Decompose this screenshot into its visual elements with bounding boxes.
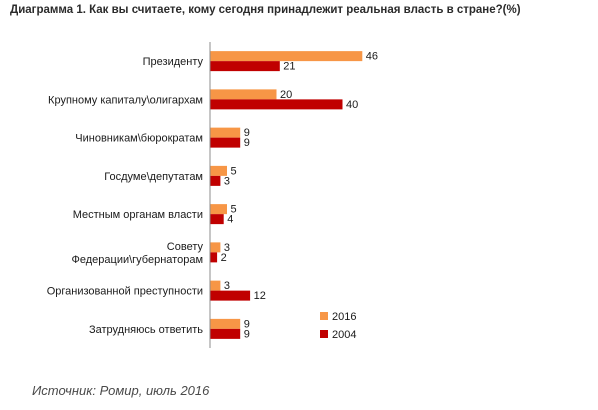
value-label: 5 [231,204,237,216]
legend-label: 2016 [332,311,356,323]
value-label: 9 [244,127,250,139]
bar-2004-3 [210,137,241,148]
bar-2016-8 [210,318,241,329]
value-label: 46 [366,51,378,63]
value-label: 2 [221,252,227,264]
bar-chart: Президенту 46 21 Крупному капиталу\олигарха… [47,42,378,348]
value-label: 21 [283,61,295,73]
bar-2004-2 [210,99,343,110]
category-label: Госдуме\депутатам [104,171,203,183]
bar-2004-4 [210,175,221,186]
category-label: Организованной преступности [47,286,203,298]
bar-2016-4 [210,165,227,176]
bar-2004-5 [210,214,224,225]
legend-swatch-2016 [320,312,328,320]
value-label: 9 [244,318,250,330]
value-label: 20 [280,89,292,101]
value-label: 3 [224,242,230,254]
bar-2016-2 [210,89,277,100]
bar-2016-5 [210,204,227,215]
value-label: 9 [244,137,250,149]
category-label: Совету [167,241,204,253]
value-label: 40 [346,99,358,111]
value-label: 4 [227,214,233,226]
bar-2016-3 [210,127,241,138]
legend-swatch-2004 [320,330,328,338]
bar-2016-1 [210,51,363,62]
chart-title: Диаграмма 1. Как вы считаете, кому сегод… [10,4,521,16]
value-label: 5 [231,165,237,177]
value-label: 9 [244,328,250,340]
category-label: Федерации\губернаторам [72,254,203,266]
value-label: 12 [254,290,266,302]
category-label: Местным органам власти [73,209,203,221]
category-label: Чиновникам\бюрократам [75,133,203,145]
category-label: Крупному капиталу\олигархам [48,94,203,106]
bar-2004-7 [210,290,251,301]
legend-label: 2004 [332,329,356,341]
bar-2016-7 [210,280,221,291]
bar-2004-1 [210,61,280,72]
bar-2016-6 [210,242,221,253]
source-note: Источник: Ромир, июль 2016 [32,383,210,398]
bar-2004-6 [210,252,218,263]
value-label: 3 [224,175,230,187]
category-label: Президенту [143,56,204,68]
value-label: 3 [224,280,230,292]
bar-2004-8 [210,328,241,339]
category-label: Затрудняюсь ответить [89,324,203,336]
